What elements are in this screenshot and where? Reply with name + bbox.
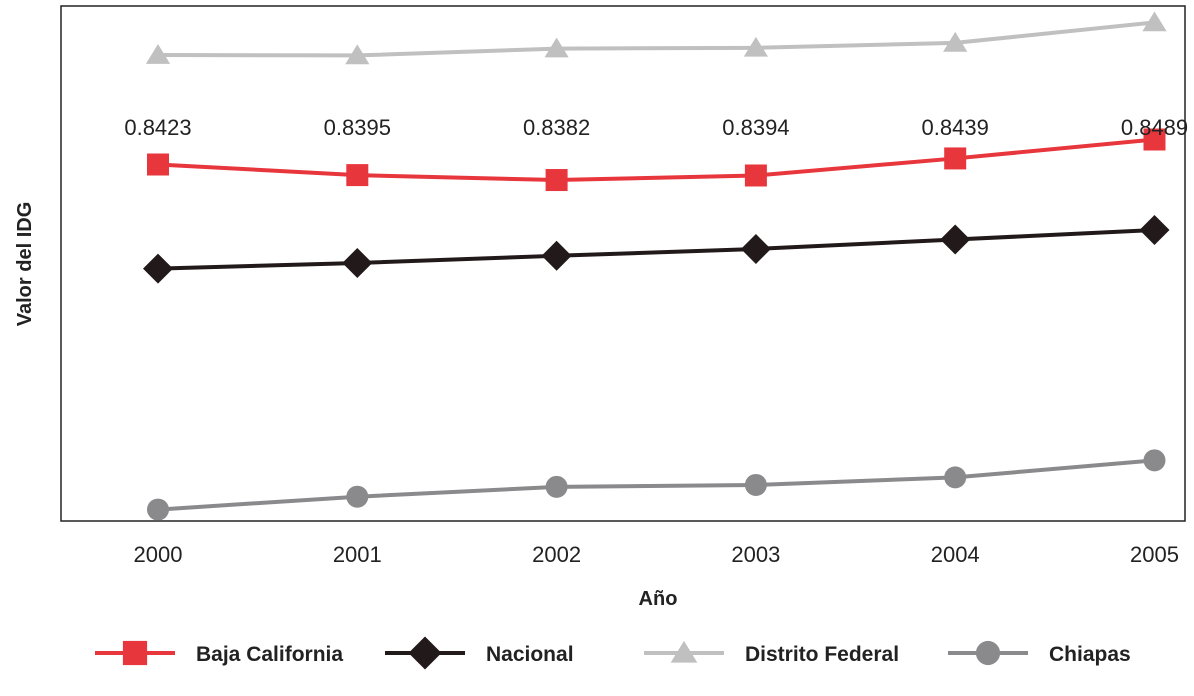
- data-label-baja-california: 0.8439: [922, 115, 989, 140]
- x-tick-label: 2003: [731, 542, 780, 567]
- data-point-chiapas: [346, 485, 369, 508]
- series-layer: [143, 11, 1170, 521]
- plot-area-frame: [60, 5, 1186, 522]
- data-point-distrito-federal: [943, 31, 968, 52]
- data-point-nacional: [143, 253, 173, 284]
- series-chiapas: [147, 449, 1166, 521]
- data-point-distrito-federal: [345, 44, 370, 65]
- data-point-chiapas: [744, 473, 767, 496]
- x-tick-label: 2004: [931, 542, 980, 567]
- data-point-distrito-federal: [1142, 11, 1167, 32]
- legend-marker-baja-california: [122, 640, 148, 666]
- data-point-nacional: [541, 240, 572, 271]
- legend-label-baja-california: Baja California: [196, 643, 343, 666]
- series-line-distrito-federal: [157, 20, 1155, 58]
- data-point-distrito-federal: [743, 36, 768, 57]
- data-point-baja-california: [1143, 128, 1166, 151]
- data-point-baja-california: [744, 164, 767, 187]
- data-point-baja-california: [545, 169, 568, 192]
- data-point-nacional: [740, 233, 771, 264]
- series-nacional: [143, 215, 1170, 284]
- x-tick-label: 2000: [134, 542, 183, 567]
- legend-item-distrito-federal: Distrito Federal: [644, 640, 899, 666]
- legend: Baja California Nacional Distrito Federal C…: [95, 636, 1131, 670]
- legend-item-nacional: Nacional: [385, 636, 574, 670]
- series-line-baja-california: [157, 137, 1155, 183]
- legend-label-distrito-federal: Distrito Federal: [745, 643, 899, 666]
- y-axis-title: Valor del IDG: [14, 202, 36, 326]
- series-line-nacional: [157, 228, 1155, 271]
- data-point-nacional: [342, 247, 373, 278]
- data-point-chiapas: [1143, 449, 1166, 472]
- data-labels-layer: 0.8423 0.8395 0.8382 0.8394 0.8439 0.8489: [124, 115, 1188, 140]
- x-tick-label: 2002: [532, 542, 581, 567]
- x-axis-title: Año: [639, 588, 678, 610]
- data-label-baja-california: 0.8382: [523, 115, 590, 140]
- data-label-baja-california: 0.8394: [722, 115, 789, 140]
- data-point-baja-california: [944, 147, 967, 170]
- legend-marker-distrito-federal: [670, 640, 698, 663]
- data-point-chiapas: [147, 498, 169, 521]
- data-label-baja-california: 0.8395: [324, 115, 391, 140]
- data-point-nacional: [1139, 215, 1170, 246]
- x-tick-label: 2001: [333, 542, 382, 567]
- data-label-baja-california: 0.8423: [124, 115, 191, 140]
- series-line-chiapas: [157, 458, 1155, 512]
- x-axis-ticks: 2000 2001 2002 2003 2004 2005: [134, 542, 1179, 567]
- series-distrito-federal: [145, 11, 1167, 65]
- data-point-distrito-federal: [544, 37, 569, 58]
- series-baja-california: [147, 128, 1166, 192]
- legend-label-nacional: Nacional: [486, 643, 574, 666]
- data-point-baja-california: [147, 153, 169, 176]
- legend-item-baja-california: Baja California: [95, 640, 343, 666]
- data-point-chiapas: [545, 475, 568, 498]
- data-label-baja-california: 0.8489: [1121, 115, 1188, 140]
- legend-item-chiapas: Chiapas: [948, 640, 1131, 666]
- data-point-baja-california: [346, 164, 369, 187]
- data-point-distrito-federal: [145, 44, 171, 64]
- legend-marker-chiapas: [975, 640, 1001, 666]
- data-point-chiapas: [944, 466, 967, 489]
- data-point-nacional: [940, 224, 971, 255]
- x-tick-label: 2005: [1130, 542, 1179, 567]
- legend-marker-nacional: [408, 636, 442, 670]
- legend-label-chiapas: Chiapas: [1049, 643, 1131, 666]
